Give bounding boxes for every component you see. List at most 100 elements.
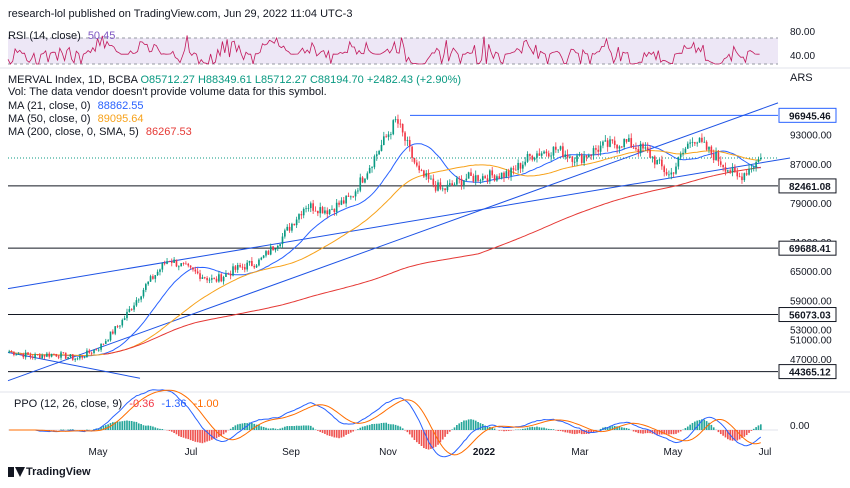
candle-body <box>510 168 512 176</box>
candle-body <box>604 140 607 142</box>
candle-body <box>595 148 597 150</box>
candle-body <box>62 352 65 354</box>
x-tick-label: 2022 <box>473 447 496 458</box>
candle-body <box>552 146 555 156</box>
candle-body <box>401 123 404 133</box>
y-tick-label: 93000.00 <box>790 131 832 142</box>
candle-body <box>354 191 357 197</box>
currency-label: ARS <box>790 72 813 84</box>
candle-body <box>88 350 91 353</box>
candle-body <box>719 161 722 165</box>
candle-body <box>126 311 128 319</box>
candle-body <box>60 352 62 358</box>
ppo-value-3: -1.00 <box>193 398 219 410</box>
candle-body <box>194 269 197 272</box>
ma200-value: 86267.53 <box>145 126 192 138</box>
candle-body <box>668 174 670 176</box>
tradingview-logo[interactable]: TradingView <box>8 466 91 478</box>
candle-body <box>53 353 55 355</box>
candle-body <box>547 153 550 157</box>
candle-body <box>364 178 366 183</box>
candle-body <box>425 173 428 177</box>
y-tick-label: 87000.00 <box>790 160 832 171</box>
candle-body <box>493 175 496 181</box>
candle-body <box>359 177 362 191</box>
ma21-line <box>9 143 761 357</box>
candle-body <box>166 261 168 264</box>
candle-body <box>507 171 510 176</box>
candle-body <box>663 166 666 173</box>
rsi-tick-80: 80.00 <box>790 27 815 38</box>
candle-body <box>430 178 432 180</box>
candle-body <box>305 208 307 210</box>
candle-body <box>328 209 331 215</box>
candle-body <box>559 146 562 150</box>
candle-body <box>29 354 32 357</box>
ma50-value: 89095.64 <box>97 113 144 125</box>
candle-body <box>333 208 336 212</box>
candle-body <box>701 137 703 142</box>
candle-body <box>288 226 291 231</box>
candle-body <box>500 172 503 179</box>
candle-body <box>439 182 442 189</box>
candle-body <box>161 263 164 270</box>
candle-body <box>691 142 694 144</box>
candle-body <box>265 251 267 256</box>
candle-body <box>253 265 256 268</box>
candle-body <box>15 354 18 356</box>
candle-body <box>392 120 395 135</box>
y-tick-label: 59000.00 <box>790 296 832 307</box>
candle-body <box>470 172 472 176</box>
candle-body <box>569 156 571 158</box>
candle-body <box>227 273 230 275</box>
candle-body <box>696 142 699 144</box>
candle-body <box>474 175 477 182</box>
candle-body <box>55 354 58 357</box>
candle-body <box>580 154 583 163</box>
candle-body <box>465 178 468 181</box>
candle-body <box>100 343 102 350</box>
candle-body <box>451 183 453 186</box>
candle-body <box>651 156 654 158</box>
candle-body <box>602 141 604 146</box>
candle-body <box>684 148 687 153</box>
candle-body <box>529 154 531 156</box>
ma200-label: MA (200, close, 0, SMA, 5) <box>8 126 139 138</box>
candle-body <box>199 273 201 279</box>
ma200-line <box>103 166 761 355</box>
candle-body <box>281 236 284 245</box>
candle-body <box>90 352 93 354</box>
ppo-line <box>9 389 762 458</box>
candle-body <box>135 300 138 306</box>
candle-body <box>366 173 369 179</box>
symbol-legend: MERVAL Index, 1D, BCBA O85712.27 H88349.… <box>8 74 461 86</box>
candle-body <box>371 167 373 169</box>
candle-body <box>154 275 157 279</box>
candle-body <box>538 153 541 156</box>
candle-body <box>477 175 479 181</box>
candle-body <box>653 156 656 165</box>
candle-body <box>748 168 750 175</box>
candle-body <box>295 219 298 226</box>
candle-body <box>41 355 43 359</box>
candle-body <box>661 159 663 167</box>
candle-body <box>76 358 79 360</box>
candle-body <box>609 139 611 147</box>
candle-body <box>95 349 98 351</box>
candle-body <box>491 170 494 176</box>
open-value: O85712.27 <box>140 74 195 86</box>
candle-body <box>192 267 194 270</box>
candle-body <box>64 352 67 359</box>
candle-body <box>587 155 590 158</box>
candle-body <box>698 137 701 143</box>
candle-body <box>258 259 260 266</box>
ppo-value-1: -0.36 <box>129 398 155 410</box>
candle-body <box>550 155 552 157</box>
candle-body <box>50 353 53 357</box>
candle-body <box>635 147 637 150</box>
candle-body <box>67 357 69 359</box>
candle-body <box>456 178 458 185</box>
candle-body <box>463 180 465 186</box>
candle-body <box>229 273 232 276</box>
candle-body <box>274 248 277 251</box>
